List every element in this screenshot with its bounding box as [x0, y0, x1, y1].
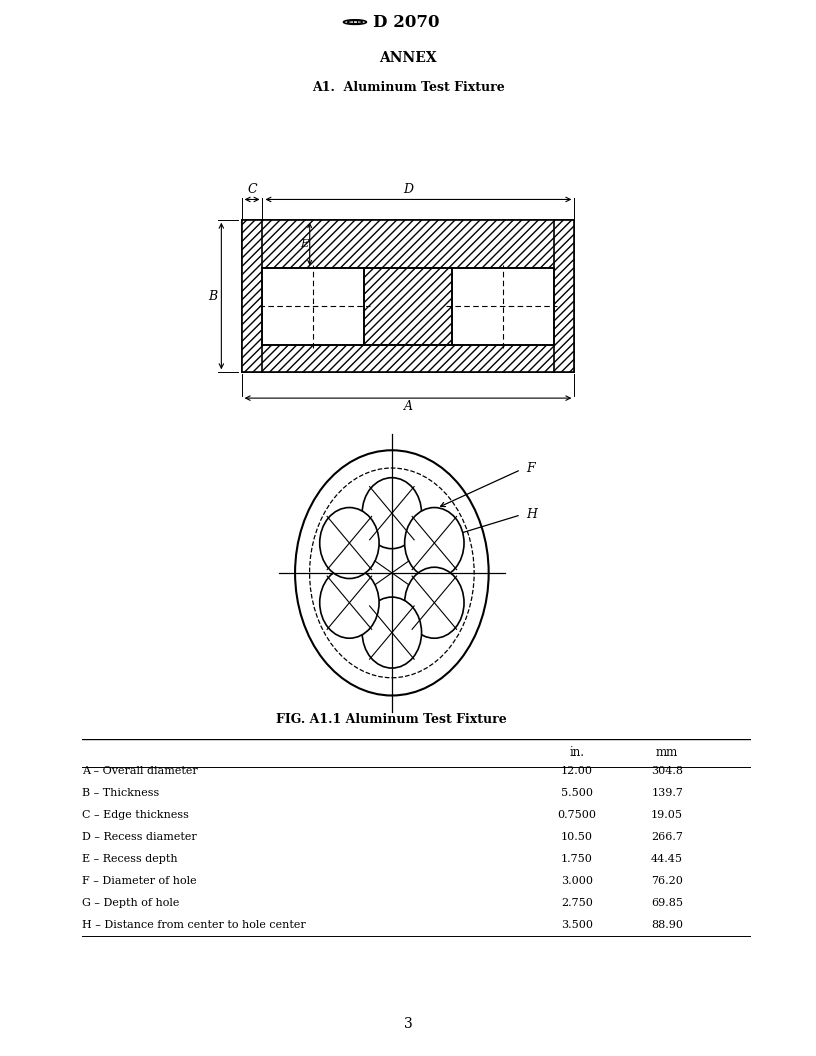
- Ellipse shape: [320, 567, 379, 638]
- Text: B – Thickness: B – Thickness: [82, 788, 159, 798]
- Text: ANNEX: ANNEX: [379, 51, 437, 65]
- Text: FIG. A1.1 Aluminum Test Fixture: FIG. A1.1 Aluminum Test Fixture: [277, 713, 508, 727]
- Text: 1.750: 1.750: [561, 854, 592, 864]
- Text: 139.7: 139.7: [651, 788, 683, 798]
- Text: 266.7: 266.7: [651, 832, 683, 842]
- Text: A: A: [403, 400, 413, 413]
- Text: 5.500: 5.500: [561, 788, 592, 798]
- Text: A – Overall diameter: A – Overall diameter: [82, 766, 197, 776]
- Bar: [263, 220, 553, 268]
- Text: F: F: [526, 461, 534, 474]
- Text: 69.85: 69.85: [651, 899, 683, 908]
- Bar: [242, 220, 574, 373]
- Text: 10.50: 10.50: [561, 832, 592, 842]
- Text: 44.45: 44.45: [651, 854, 683, 864]
- Bar: [553, 220, 574, 373]
- Text: H – Distance from center to hole center: H – Distance from center to hole center: [82, 920, 305, 930]
- Bar: [364, 268, 452, 344]
- Text: B: B: [209, 289, 218, 302]
- Text: C – Edge thickness: C – Edge thickness: [82, 810, 188, 821]
- Bar: [263, 344, 553, 373]
- Text: D: D: [403, 183, 413, 195]
- Ellipse shape: [295, 450, 489, 696]
- Text: 76.20: 76.20: [651, 876, 683, 886]
- Ellipse shape: [320, 508, 379, 579]
- Bar: [263, 268, 364, 344]
- Ellipse shape: [362, 597, 422, 668]
- Text: 12.00: 12.00: [561, 766, 592, 776]
- Text: 19.05: 19.05: [651, 810, 683, 821]
- Text: F – Diameter of hole: F – Diameter of hole: [82, 876, 196, 886]
- Ellipse shape: [362, 477, 422, 549]
- Text: G: G: [326, 301, 335, 312]
- Text: 3.500: 3.500: [561, 920, 592, 930]
- Text: 2.750: 2.750: [561, 899, 592, 908]
- Text: in.: in.: [570, 747, 584, 759]
- Bar: [452, 268, 553, 344]
- Text: H: H: [526, 508, 537, 521]
- Ellipse shape: [348, 20, 362, 23]
- Text: E: E: [299, 239, 308, 249]
- Bar: [242, 220, 263, 373]
- Ellipse shape: [405, 508, 464, 579]
- Text: D – Recess diameter: D – Recess diameter: [82, 832, 197, 842]
- Text: 3.000: 3.000: [561, 876, 592, 886]
- Text: 88.90: 88.90: [651, 920, 683, 930]
- Text: D 2070: D 2070: [373, 14, 439, 31]
- Text: C: C: [247, 183, 257, 195]
- Text: 304.8: 304.8: [651, 766, 683, 776]
- Text: E – Recess depth: E – Recess depth: [82, 854, 177, 864]
- Text: 0.7500: 0.7500: [557, 810, 596, 821]
- Text: 3: 3: [404, 1017, 412, 1032]
- Ellipse shape: [405, 567, 464, 638]
- Text: A1.  Aluminum Test Fixture: A1. Aluminum Test Fixture: [312, 81, 504, 94]
- Ellipse shape: [344, 20, 366, 24]
- Text: mm: mm: [656, 747, 678, 759]
- Text: G – Depth of hole: G – Depth of hole: [82, 899, 179, 908]
